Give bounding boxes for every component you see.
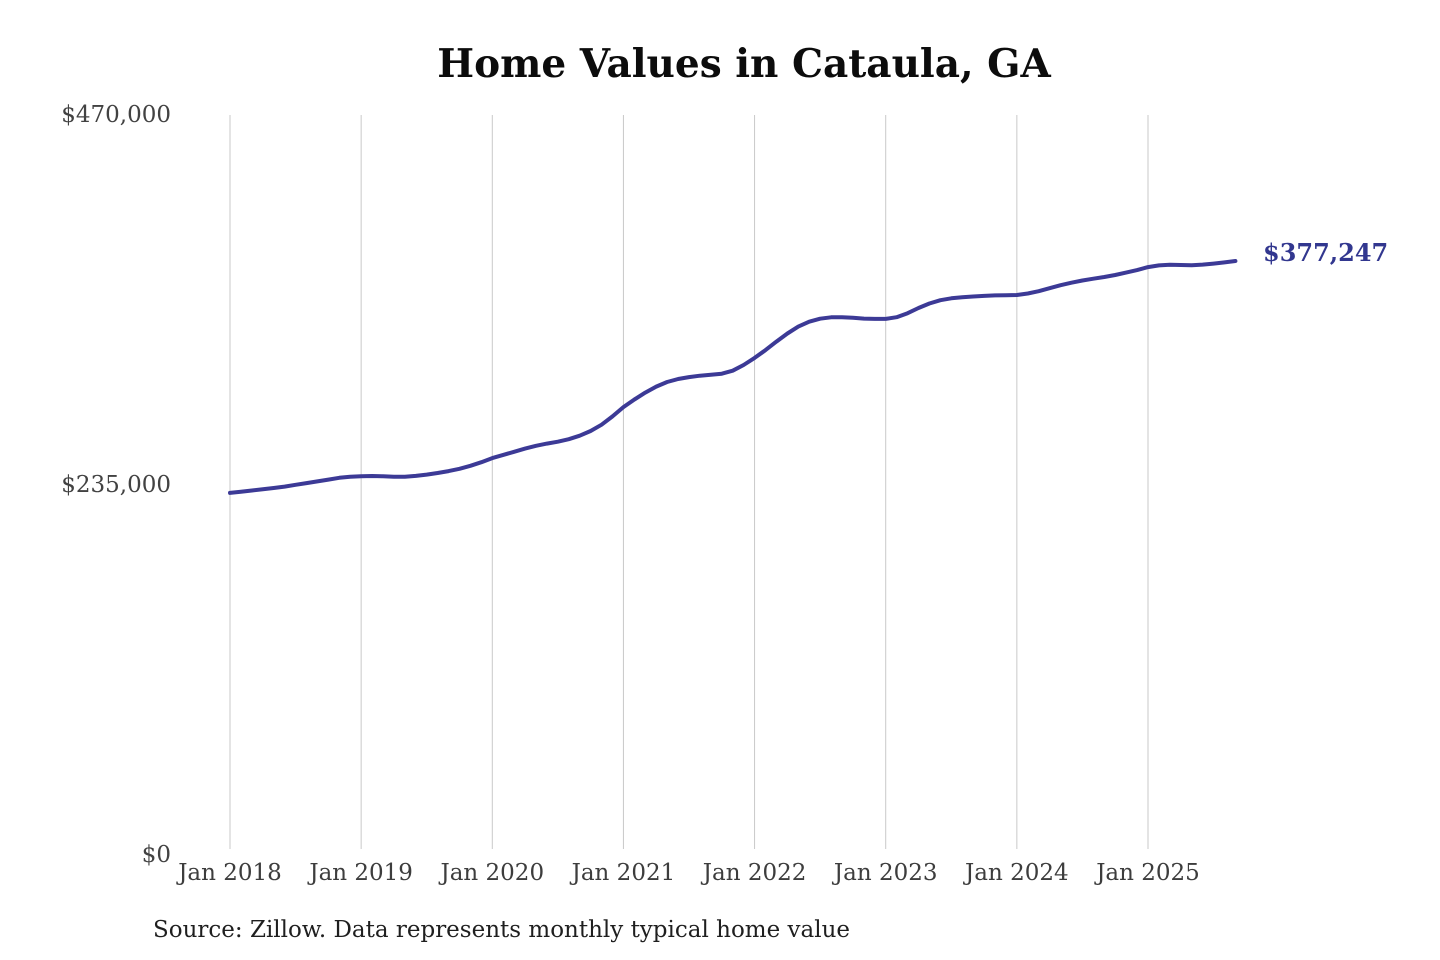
current-value-label: $377,247: [1263, 238, 1389, 267]
y-tick-label: $470,000: [61, 102, 171, 128]
source-note: Source: Zillow. Data represents monthly …: [153, 917, 851, 943]
x-tick-label: Jan 2024: [965, 860, 1069, 886]
x-tick-label: Jan 2020: [440, 860, 545, 886]
home-value-line: [228, 259, 1238, 495]
x-tick-label: Jan 2019: [309, 860, 413, 886]
x-tick-label: Jan 2023: [833, 860, 938, 886]
y-tick-label: $0: [141, 842, 171, 868]
x-tick-label: Jan 2025: [1096, 860, 1200, 886]
y-tick-label: $235,000: [61, 472, 171, 498]
x-tick-label: Jan 2021: [571, 860, 676, 886]
x-tick-label: Jan 2022: [702, 860, 807, 886]
x-tick-label: Jan 2018: [178, 860, 282, 886]
chart-title: Home Values in Cataula, GA: [437, 41, 1051, 87]
gridlines: [229, 115, 1149, 849]
